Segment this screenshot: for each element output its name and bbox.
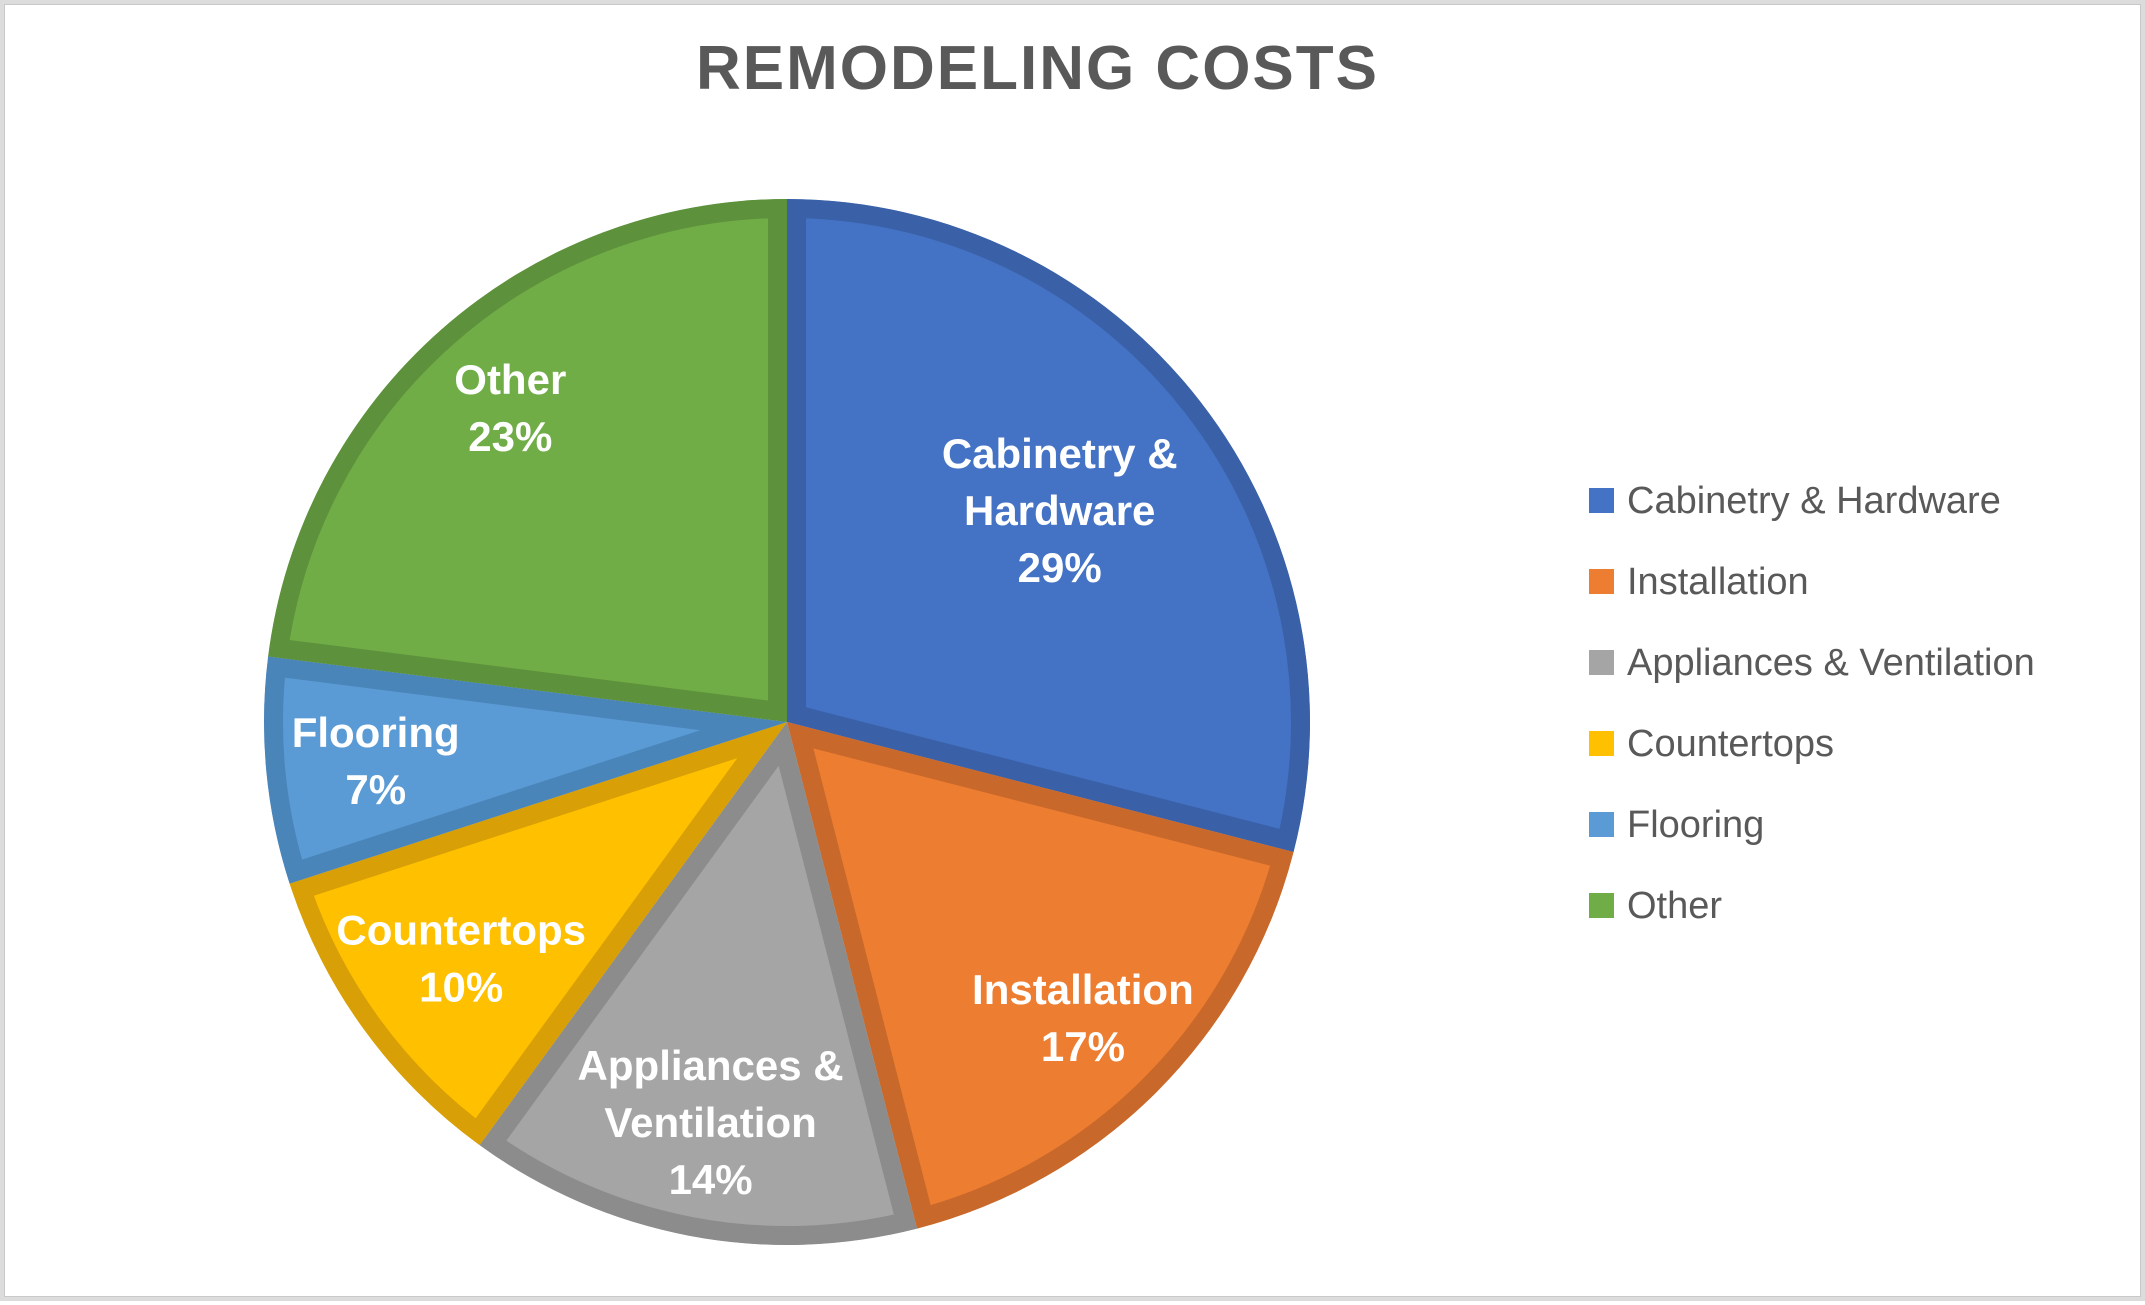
legend-label-flooring: Flooring [1627,803,1765,846]
pie-label-appliances-ventilation: Appliances & Ventilation 14% [578,1042,844,1203]
legend-swatch-cabinetry-hardware [1589,488,1614,513]
legend-item-other: Other [1589,865,2035,946]
pie-label-other: Other 23% [454,356,566,460]
legend-item-appliances-ventilation: Appliances & Ventilation [1589,622,2035,703]
legend-swatch-flooring [1589,812,1614,837]
legend-swatch-appliances-ventilation [1589,650,1614,675]
pie-slice-flooring [263,656,787,884]
legend-item-installation: Installation [1589,541,2035,622]
pie-label-countertops: Countertops 10% [336,907,586,1011]
pie-slice-other [268,199,787,722]
pie-label-installation: Installation 17% [972,966,1194,1070]
pie-slice-cabinetry-hardware [787,199,1310,853]
pie-slice-appliances-ventilation [479,722,918,1246]
legend-item-flooring: Flooring [1589,784,2035,865]
pie-label-flooring: Flooring 7% [292,709,460,813]
legend-label-other: Other [1627,884,1723,927]
legend-swatch-countertops [1589,731,1614,756]
pie-slice-countertops [289,722,787,1146]
legend: Cabinetry & Hardware Installation Applianc… [1589,460,2035,946]
legend-label-appliances-ventilation: Appliances & Ventilation [1627,641,2035,684]
legend-item-countertops: Countertops [1589,703,2035,784]
legend-label-installation: Installation [1627,560,1809,603]
legend-swatch-other [1589,893,1614,918]
legend-swatch-installation [1589,569,1614,594]
legend-label-countertops: Countertops [1627,722,1835,765]
chart-title: REMODELING COSTS [695,34,1380,103]
legend-label-cabinetry-hardware: Cabinetry & Hardware [1627,479,2001,522]
pie-label-cabinetry-hardware: Cabinetry & Hardware 29% [942,430,1178,591]
legend-item-cabinetry-hardware: Cabinetry & Hardware [1589,460,2035,541]
pie-chart: Cabinetry & Hardware 29% Installation 17% App… [263,199,1310,1246]
pie-slice-installation [787,722,1294,1229]
